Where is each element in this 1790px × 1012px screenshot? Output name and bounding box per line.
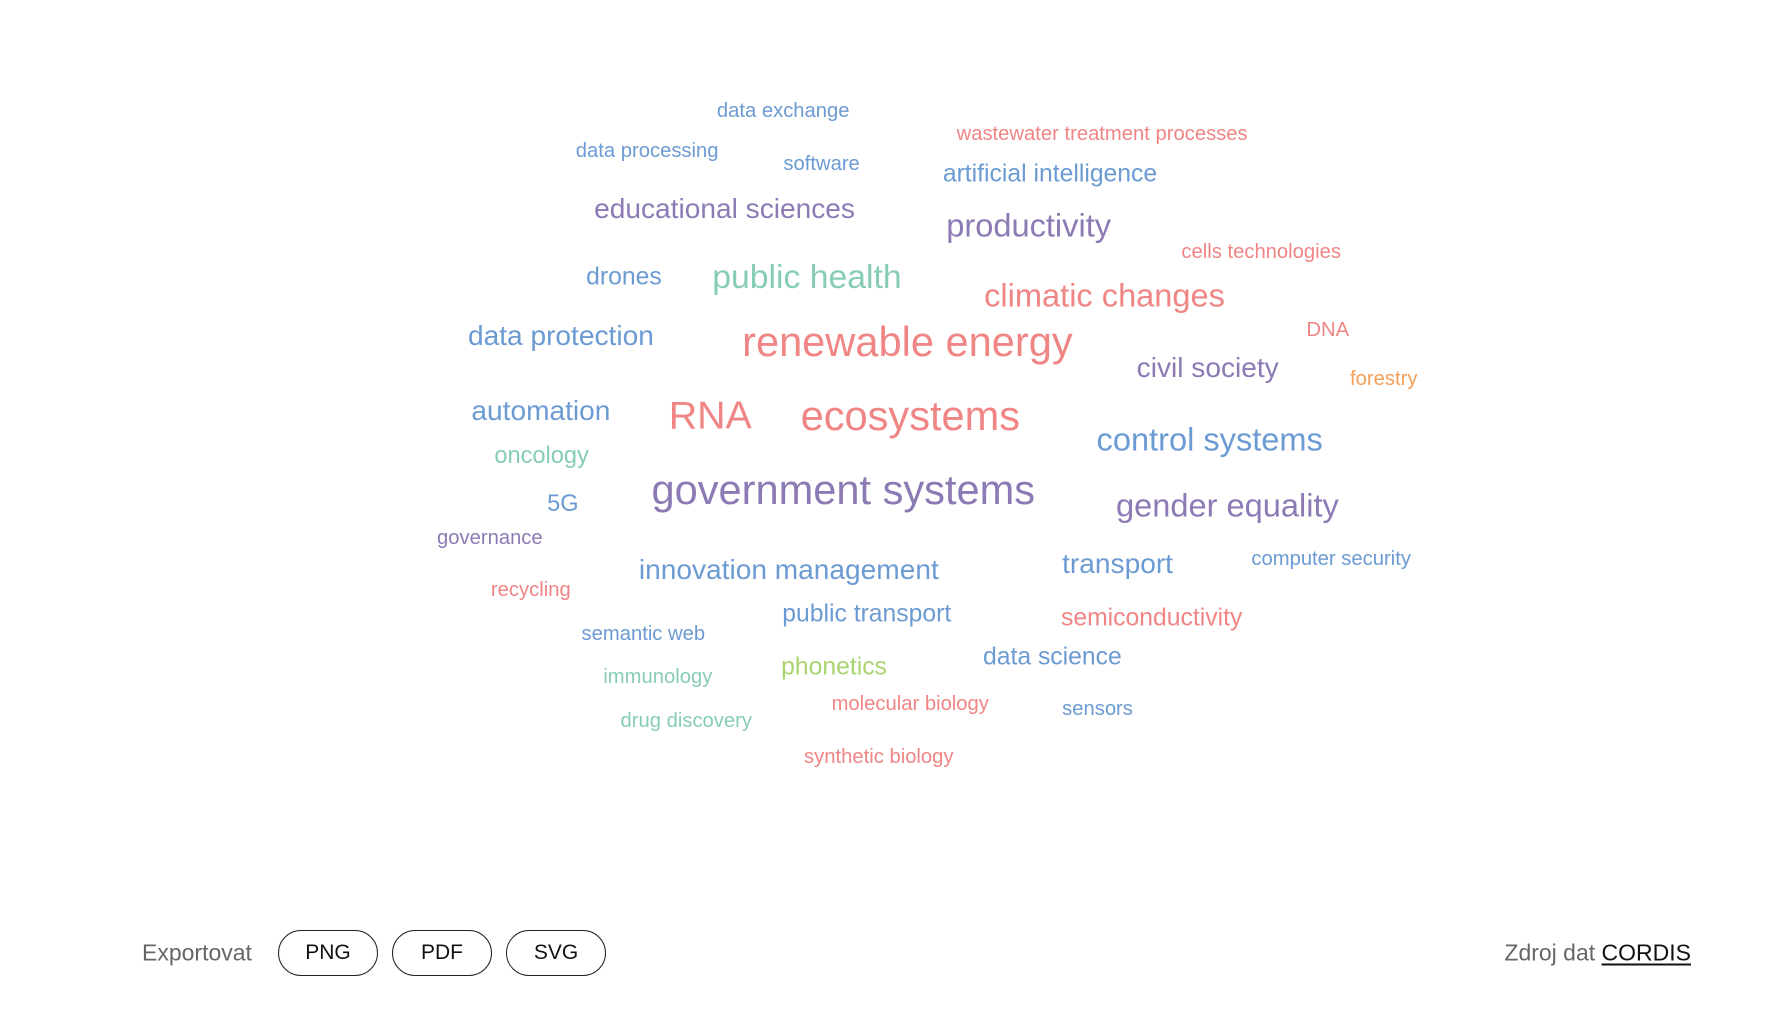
word-software[interactable]: software <box>783 152 860 175</box>
word-ecosystems[interactable]: ecosystems <box>800 392 1021 440</box>
word-data-science[interactable]: data science <box>982 644 1122 672</box>
export-pdf-button[interactable]: PDF <box>392 930 492 976</box>
word-wastewater-treatment-processes[interactable]: wastewater treatment processes <box>956 123 1248 146</box>
word-public-health[interactable]: public health <box>712 257 902 296</box>
export-label: Exportovat <box>142 939 252 966</box>
word-gender-equality[interactable]: gender equality <box>1116 486 1339 524</box>
word-drug-discovery[interactable]: drug discovery <box>620 710 752 733</box>
word-5g[interactable]: 5G <box>547 490 579 517</box>
word-government-systems[interactable]: government systems <box>651 465 1036 513</box>
word-immunology[interactable]: immunology <box>603 665 713 688</box>
word-civil-society[interactable]: civil society <box>1136 352 1279 384</box>
word-data-processing[interactable]: data processing <box>575 140 719 163</box>
word-semiconductivity[interactable]: semiconductivity <box>1060 605 1243 633</box>
word-governance[interactable]: governance <box>437 526 543 549</box>
export-png-button[interactable]: PNG <box>278 930 378 976</box>
word-data-exchange[interactable]: data exchange <box>716 100 850 123</box>
source-label: Zdroj dat <box>1504 939 1596 966</box>
word-control-systems[interactable]: control systems <box>1096 421 1323 459</box>
word-forestry[interactable]: forestry <box>1350 367 1418 390</box>
word-rna[interactable]: RNA <box>668 393 752 438</box>
word-productivity[interactable]: productivity <box>946 206 1112 244</box>
word-cells-technologies[interactable]: cells technologies <box>1181 241 1342 264</box>
word-phonetics[interactable]: phonetics <box>781 653 887 681</box>
cordis-link[interactable]: CORDIS <box>1601 939 1691 966</box>
word-oncology[interactable]: oncology <box>494 442 589 469</box>
word-educational-sciences[interactable]: educational sciences <box>594 192 855 224</box>
word-sensors[interactable]: sensors <box>1062 697 1133 720</box>
word-data-protection[interactable]: data protection <box>467 320 654 352</box>
word-computer-security[interactable]: computer security <box>1251 547 1411 570</box>
export-svg-button[interactable]: SVG <box>506 930 606 976</box>
data-source: Zdroj dat CORDIS <box>1504 940 1691 967</box>
word-renewable-energy[interactable]: renewable energy <box>742 318 1073 365</box>
word-transport[interactable]: transport <box>1062 548 1173 580</box>
word-drones[interactable]: drones <box>586 263 662 291</box>
word-semantic-web[interactable]: semantic web <box>581 623 706 646</box>
word-dna[interactable]: DNA <box>1306 319 1350 342</box>
word-automation[interactable]: automation <box>471 394 611 426</box>
word-synthetic-biology[interactable]: synthetic biology <box>804 745 954 768</box>
word-innovation-management[interactable]: innovation management <box>638 554 939 585</box>
word-climatic-changes[interactable]: climatic changes <box>984 276 1225 314</box>
word-public-transport[interactable]: public transport <box>782 600 952 628</box>
word-cloud: data exchange wastewater treatment proces… <box>437 100 1418 768</box>
word-molecular-biology[interactable]: molecular biology <box>831 693 989 716</box>
word-artificial-intelligence[interactable]: artificial intelligence <box>942 161 1158 189</box>
word-recycling[interactable]: recycling <box>490 578 571 601</box>
